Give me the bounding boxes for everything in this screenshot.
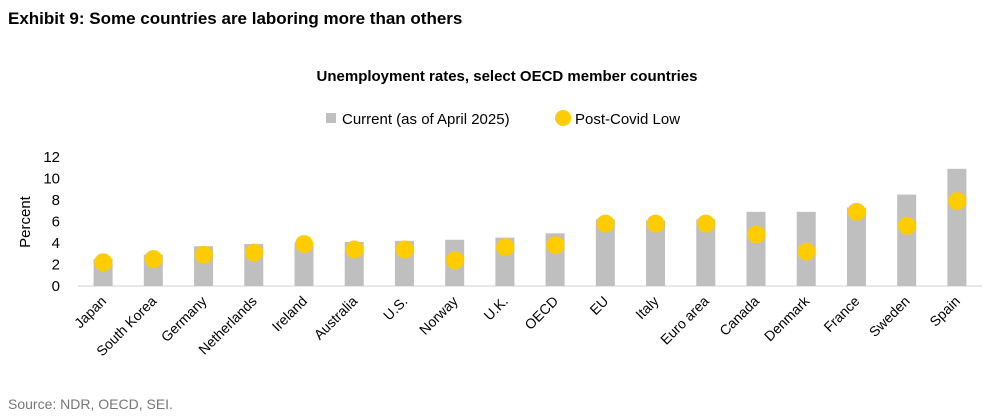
marker-post-covid-low — [947, 192, 966, 211]
x-category-label: France — [820, 293, 862, 335]
marker-post-covid-low — [696, 214, 715, 233]
x-category-label: Euro area — [657, 293, 712, 348]
y-tick-label: 4 — [52, 235, 60, 252]
y-axis-label: Percent — [17, 195, 34, 248]
legend-bar-swatch — [326, 113, 336, 123]
marker-post-covid-low — [345, 240, 364, 259]
marker-post-covid-low — [897, 216, 916, 235]
x-category-label: Denmark — [761, 292, 813, 344]
marker-post-covid-low — [797, 242, 816, 261]
legend-label-post-covid: Post-Covid Low — [575, 111, 680, 128]
marker-post-covid-low — [747, 225, 765, 244]
y-tick-label: 2 — [52, 257, 60, 274]
marker-post-covid-low — [194, 245, 213, 264]
bar-current — [947, 168, 967, 286]
source-note: Source: NDR, OECD, SEI. — [8, 396, 173, 412]
legend-label-current: Current (as of April 2025) — [342, 111, 510, 128]
y-tick-label: 0 — [52, 278, 60, 295]
marker-post-covid-low — [295, 235, 313, 254]
marker-post-covid-low — [646, 214, 665, 233]
x-category-label: Germany — [158, 293, 210, 345]
x-category-label: U.K. — [480, 293, 511, 324]
marker-post-covid-low — [244, 243, 263, 262]
marker-post-covid-low — [94, 253, 113, 272]
x-category-label: Spain — [926, 293, 963, 330]
marker-post-covid-low — [144, 250, 163, 269]
exhibit-title: Exhibit 9: Some countries are laboring m… — [8, 9, 463, 28]
marker-post-covid-low — [596, 214, 615, 233]
x-category-label: Canada — [716, 293, 762, 339]
legend: Current (as of April 2025) Post-Covid Lo… — [326, 110, 680, 128]
y-axis-ticks: 0 2 4 6 8 10 12 — [43, 149, 60, 295]
bar-current — [646, 220, 666, 286]
y-tick-label: 10 — [43, 171, 60, 188]
x-category-label: Japan — [71, 293, 109, 331]
x-category-label: Sweden — [866, 293, 913, 340]
x-category-label: Australia — [311, 293, 361, 343]
marker-post-covid-low — [847, 202, 866, 221]
y-tick-label: 8 — [52, 192, 60, 209]
y-tick-label: 6 — [52, 214, 60, 231]
marker-post-covid-low — [546, 236, 565, 255]
y-tick-label: 12 — [43, 149, 60, 166]
bar-current — [294, 243, 314, 286]
marker-post-covid-low — [495, 238, 514, 257]
x-category-label: EU — [586, 293, 611, 318]
bar-current — [696, 219, 716, 286]
legend-marker-swatch — [555, 110, 571, 126]
marker-post-covid-low — [445, 251, 464, 270]
bar-current — [897, 194, 917, 286]
x-category-label: U.S. — [380, 293, 411, 324]
bar-current — [846, 207, 866, 286]
bar-current — [746, 211, 766, 286]
x-category-label: Norway — [416, 293, 461, 338]
x-category-label: OECD — [521, 293, 561, 333]
bar-current — [595, 219, 615, 286]
marker-post-covid-low — [395, 240, 414, 259]
markers-series — [94, 192, 966, 272]
x-category-label: Ireland — [269, 293, 311, 335]
bars-series — [93, 168, 967, 286]
chart-title: Unemployment rates, select OECD member c… — [317, 68, 698, 85]
x-category-label: Italy — [632, 293, 661, 322]
